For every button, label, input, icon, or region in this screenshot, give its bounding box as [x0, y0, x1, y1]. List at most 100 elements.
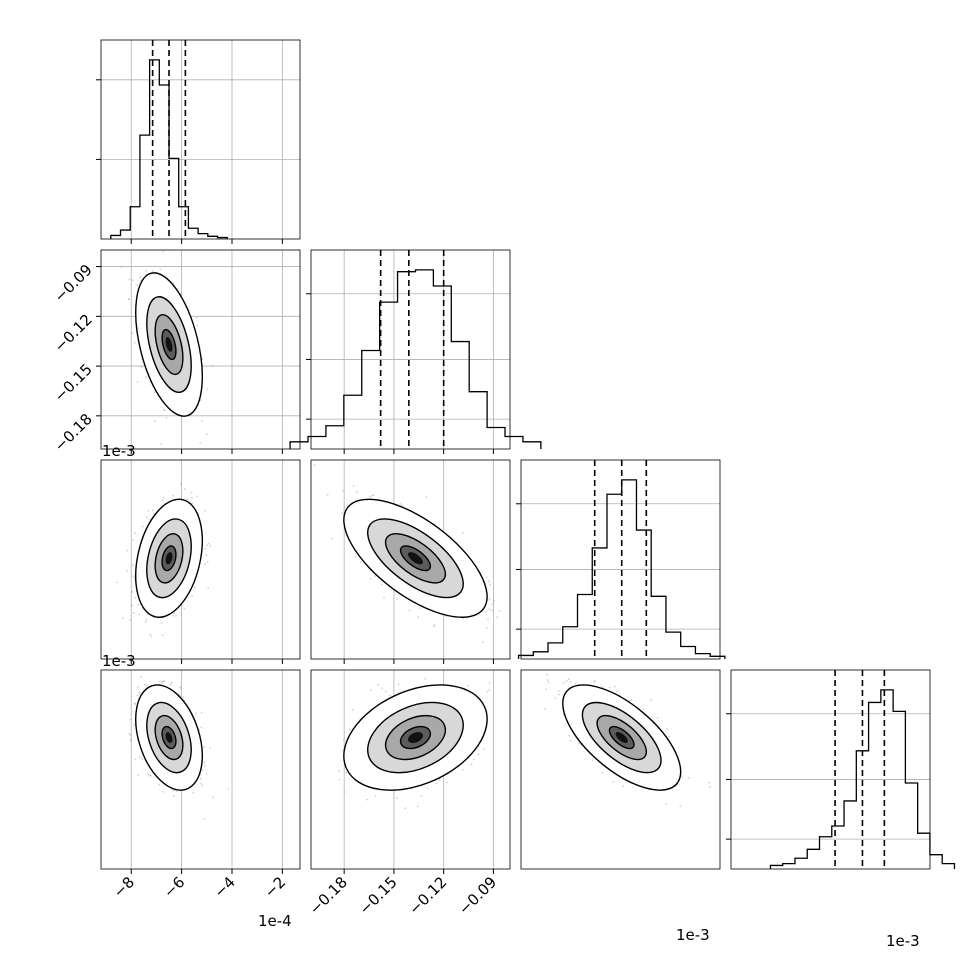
sample-point: [163, 409, 166, 412]
sample-point: [131, 604, 134, 607]
x-tick-label: −0.15: [356, 873, 401, 918]
sample-point: [209, 545, 212, 547]
sample-point: [485, 610, 488, 613]
density-peak: [165, 337, 173, 352]
sample-point: [472, 758, 475, 761]
sample-point: [424, 678, 427, 680]
sample-point: [341, 512, 344, 515]
sample-point: [153, 512, 155, 515]
sample-point: [169, 683, 172, 686]
sample-point: [373, 575, 376, 577]
sample-point: [343, 508, 345, 511]
sample-point: [140, 675, 143, 678]
sample-point: [201, 769, 204, 771]
sample-point: [161, 682, 164, 684]
sample-point: [359, 561, 362, 563]
density-peak: [408, 552, 423, 565]
sample-point: [206, 388, 209, 391]
sample-point: [147, 773, 150, 776]
sample-point: [141, 525, 144, 528]
sample-point: [203, 818, 206, 821]
sample-point: [349, 728, 351, 731]
sample-point: [558, 693, 560, 696]
density-peak: [408, 732, 423, 744]
sample-point: [408, 609, 411, 612]
sample-point: [132, 539, 135, 541]
sample-point: [147, 509, 150, 512]
sample-point: [370, 689, 373, 692]
sample-point: [488, 608, 491, 611]
sample-point: [204, 563, 207, 565]
sample-point: [180, 482, 182, 485]
sample-point: [134, 703, 137, 705]
sample-point: [161, 680, 163, 683]
sample-point: [435, 782, 438, 785]
sample-point: [145, 684, 148, 687]
sample-point: [175, 615, 177, 617]
sample-point: [195, 712, 198, 715]
sample-point: [139, 755, 141, 758]
y-tick-label: −0.18: [51, 410, 96, 455]
sample-point: [138, 691, 141, 694]
sample-point: [425, 496, 428, 499]
sample-point: [558, 689, 561, 692]
sample-point: [207, 542, 210, 545]
sample-point: [461, 768, 464, 771]
sample-point: [200, 726, 203, 729]
sample-point: [432, 625, 435, 628]
sample-point: [149, 774, 152, 777]
sample-point: [352, 484, 355, 487]
sample-point: [184, 488, 186, 490]
sample-point: [206, 544, 209, 547]
sample-point: [162, 408, 165, 411]
sample-point: [381, 687, 383, 689]
sample-point: [470, 763, 473, 766]
sample-point: [137, 774, 139, 777]
sample-point: [569, 739, 572, 742]
sample-point: [212, 796, 215, 799]
sample-point: [172, 494, 175, 497]
sample-point: [343, 791, 346, 793]
sample-point: [133, 723, 136, 726]
sample-point: [183, 607, 186, 610]
density-peak: [165, 552, 173, 565]
sample-point: [203, 746, 206, 748]
sample-point: [153, 420, 156, 422]
sample-point: [146, 516, 148, 519]
sample-point: [145, 618, 148, 621]
sample-point: [131, 279, 134, 282]
sample-point: [128, 732, 131, 735]
sample-point: [152, 509, 154, 512]
sample-point: [194, 586, 196, 589]
sample-point: [488, 689, 491, 691]
sample-point: [199, 442, 202, 444]
panel-frame: [730, 669, 931, 870]
x-tick-label: −0.09: [455, 873, 500, 918]
sample-point: [122, 617, 124, 619]
sample-point: [116, 581, 118, 584]
sample-point: [200, 711, 203, 714]
sample-point: [119, 266, 122, 268]
x-tick-label: −8: [110, 873, 138, 901]
x-tick-label: −0.12: [405, 873, 450, 918]
sample-point: [496, 616, 498, 619]
sample-point: [172, 789, 175, 792]
sample-point: [547, 681, 550, 684]
sample-point: [370, 494, 373, 497]
sample-point: [140, 366, 143, 368]
sample-point: [132, 575, 135, 578]
panel-frame: [310, 669, 511, 870]
sample-point: [162, 496, 165, 499]
sample-point: [399, 503, 402, 505]
sample-point: [173, 612, 176, 615]
sample-point: [161, 499, 164, 502]
sample-point: [482, 748, 485, 750]
sample-point: [546, 679, 549, 681]
sample-point: [377, 683, 380, 686]
sample-point: [331, 537, 334, 540]
sample-point: [487, 618, 489, 621]
sample-point: [488, 598, 491, 601]
sample-point: [438, 778, 440, 781]
histogram-step-line: [289, 269, 542, 449]
sample-point: [366, 798, 369, 801]
